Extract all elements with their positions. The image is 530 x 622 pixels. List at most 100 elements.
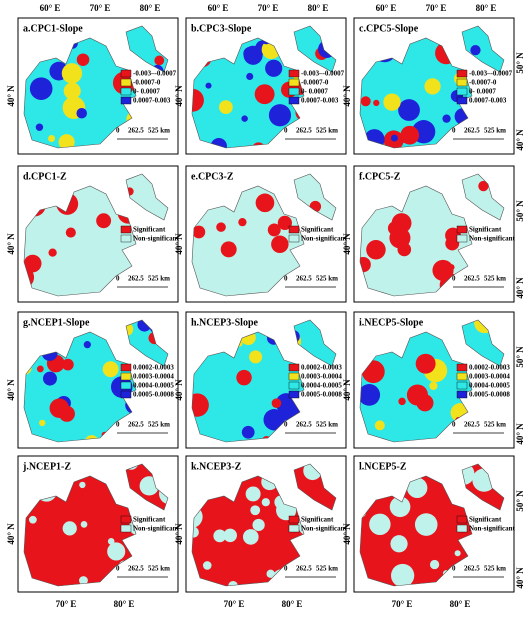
map-outline [359, 25, 505, 149]
map-patch [154, 55, 165, 66]
legend-label: 0.0003-0.0004 [133, 373, 174, 381]
map-patch [454, 550, 461, 557]
panel-title: b.CPC3-Slope [191, 23, 252, 34]
legend-swatch [288, 363, 300, 372]
map-patch [360, 256, 371, 273]
scale-label: 0 [452, 275, 456, 283]
legend-label: 0.0005-0.0008 [469, 391, 510, 399]
legend-label: Non-significant [301, 525, 348, 533]
lat-label: 50° N [515, 490, 525, 512]
map-patch [58, 134, 75, 148]
legend-swatch [120, 524, 132, 533]
lon-label: 70° E [258, 3, 279, 13]
legend-label: -0.003–-0.0007 [133, 70, 177, 78]
legend-label: 0.0003-0.0004 [301, 373, 342, 381]
legend-swatch [120, 234, 132, 243]
map-patch [243, 46, 257, 61]
scale-label: 262.5 [464, 127, 480, 135]
map-patch [366, 239, 386, 260]
map-patch [249, 350, 263, 364]
scale-label: 0 [452, 565, 456, 573]
map-patch [369, 513, 391, 536]
legend-swatch [120, 225, 132, 234]
legend-swatch [288, 524, 300, 533]
map-patch [79, 576, 88, 585]
legend-label: Significant [469, 226, 502, 234]
lon-label: 70° E [426, 3, 447, 13]
lon-label: 80° E [282, 599, 303, 609]
scale-label: 0 [116, 421, 120, 429]
legend-label: 0.0003-0.0004 [469, 373, 510, 381]
legend-label: 0.0002-0.0003 [301, 364, 342, 372]
map-patch [107, 538, 115, 545]
map-patch [271, 398, 282, 409]
legend-label: Non-significant [469, 235, 516, 243]
legend-label: -0.0007-0 [301, 79, 329, 87]
legend-label: Significant [469, 516, 502, 524]
map-panel: b.CPC3-Slope -0.003–-0.0007-0.0007-00- 0.… [185, 17, 347, 155]
lon-label: 70° E [90, 3, 111, 13]
scale-label: 525 km [484, 421, 506, 429]
map-patch [29, 77, 53, 100]
scale-label: 262.5 [464, 565, 480, 573]
legend-swatch [288, 515, 300, 524]
legend-label: 0- 0.0007 [301, 88, 328, 96]
legend-label: 0.0007-0.003 [133, 97, 171, 105]
map-outline [191, 463, 337, 587]
map-patch [389, 496, 411, 518]
map-patch [424, 78, 441, 95]
map-patch [236, 369, 252, 386]
lat-label: 50° N [515, 200, 525, 222]
legend-label: 0.0002-0.0003 [469, 364, 510, 372]
map-patch [246, 72, 254, 81]
scale-label: 525 km [148, 275, 170, 283]
legend-swatch [456, 96, 468, 105]
legend-label: -0.003–-0.0007 [469, 70, 513, 78]
lon-label: 80° E [450, 599, 471, 609]
legend-label: 0.0007-0.003 [301, 97, 339, 105]
map-outline [359, 173, 505, 297]
legend-label: Non-significant [469, 525, 516, 533]
map-patch [83, 341, 91, 349]
panel-title: f.CPC5-Z [359, 171, 401, 182]
scale-label: 525 km [148, 421, 170, 429]
map-patch [58, 405, 75, 422]
lat-label: 50° N [515, 52, 525, 74]
lon-label: 80° E [114, 599, 135, 609]
map-patch [267, 223, 281, 237]
legend-swatch [456, 381, 468, 390]
legend-swatch [288, 372, 300, 381]
map-patch [470, 44, 481, 56]
map-patch [219, 100, 233, 114]
panel-title: g.NCEP1-Slope [23, 317, 90, 328]
legend-label: 0- 0.0007 [133, 88, 160, 96]
legend-swatch [120, 372, 132, 381]
lat-label: 40° N [342, 233, 352, 255]
map-patch [263, 409, 285, 431]
panel-title: h.NCEP3-Slope [191, 317, 259, 328]
scale-label: 0 [284, 565, 288, 573]
map-patch [390, 535, 408, 553]
map-patch [277, 215, 292, 230]
lat-label: 40° N [515, 129, 525, 151]
map-outline [23, 319, 169, 443]
map-patch [245, 486, 261, 502]
legend-swatch [288, 96, 300, 105]
scale-label: 525 km [316, 565, 338, 573]
scale-label: 525 km [316, 275, 338, 283]
lat-label: 40° N [6, 379, 16, 401]
scale-label: 0 [452, 421, 456, 429]
legend-swatch [288, 390, 300, 399]
lat-label: 40° N [6, 523, 16, 545]
lat-label: 40° N [515, 277, 525, 299]
legend-swatch [288, 87, 300, 96]
scale-label: 525 km [148, 127, 170, 135]
lon-label: 70° E [56, 599, 77, 609]
lon-label: 80° E [308, 3, 329, 13]
map-patch [63, 82, 81, 100]
map-patch [389, 227, 411, 249]
legend-label: Non-significant [133, 235, 180, 243]
legend-label: Significant [301, 226, 334, 234]
